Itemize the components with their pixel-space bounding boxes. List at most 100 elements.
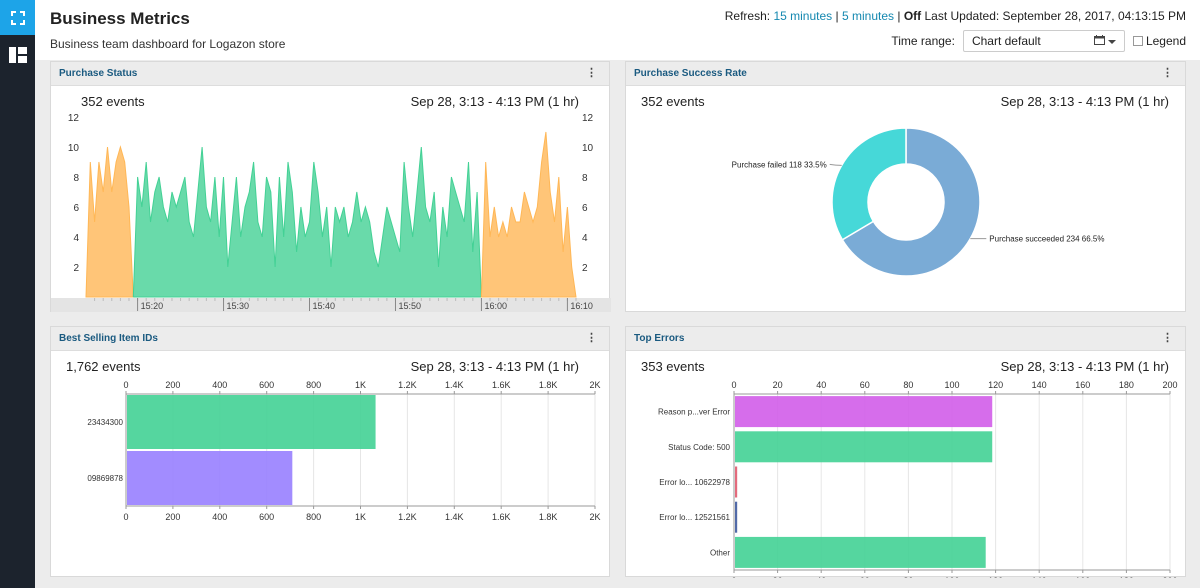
x-tick-label-bottom: 200 bbox=[1162, 576, 1177, 578]
panel-header: Purchase Status ⋮ bbox=[51, 62, 609, 86]
best-selling-items-panel: Best Selling Item IDs ⋮ 1,762 events Sep… bbox=[50, 326, 610, 577]
x-tick-label-bottom: 0 bbox=[123, 512, 128, 522]
y-tick-label-left: 12 bbox=[68, 113, 80, 124]
bar-3 bbox=[735, 501, 738, 533]
x-tick-label-bottom: 80 bbox=[903, 576, 913, 578]
purchase-success-rate-chart: Purchase succeeded 234 66.5% Purchase fai… bbox=[732, 127, 1105, 277]
x-tick-label-top: 200 bbox=[165, 380, 180, 390]
x-tick-label-top: 200 bbox=[1162, 380, 1177, 390]
x-tick-label-top: 2K bbox=[589, 380, 600, 390]
dashboard-icon bbox=[8, 47, 27, 63]
refresh-off-option[interactable]: Off bbox=[903, 9, 922, 23]
x-tick-label: 15:50 bbox=[398, 301, 421, 311]
time-range-controls: Time range: Chart default Legend bbox=[891, 30, 1186, 52]
x-tick-label-top: 1.4K bbox=[445, 380, 464, 390]
panel-title: Purchase Status bbox=[59, 68, 138, 79]
time-range-text: Sep 28, 3:13 - 4:13 PM (1 hr) bbox=[410, 359, 579, 374]
x-tick-label-top: 800 bbox=[306, 380, 321, 390]
category-label: Status Code: 500 bbox=[668, 443, 730, 452]
refresh-15-link[interactable]: 15 minutes bbox=[773, 9, 833, 23]
y-tick-label-right: 12 bbox=[582, 113, 594, 124]
event-count: 352 events bbox=[81, 94, 145, 109]
refresh-5-link[interactable]: 5 minutes bbox=[841, 9, 894, 23]
time-range-label: Time range: bbox=[891, 34, 955, 48]
refresh-controls: Refresh: 15 minutes | 5 minutes | Off La… bbox=[725, 9, 1186, 23]
x-tick-label-top: 140 bbox=[1032, 380, 1047, 390]
fullscreen-icon bbox=[10, 10, 25, 25]
time-range-text: Sep 28, 3:13 - 4:13 PM (1 hr) bbox=[1000, 359, 1169, 374]
dashboard-header: Business Metrics Business team dashboard… bbox=[35, 0, 1200, 60]
time-range-text: Sep 28, 3:13 - 4:13 PM (1 hr) bbox=[1000, 94, 1169, 109]
pie-slice-label: Purchase failed 118 33.5% bbox=[732, 160, 827, 169]
pie-slice-0 bbox=[841, 127, 981, 277]
time-range-select[interactable]: Chart default bbox=[962, 30, 1125, 52]
refresh-separator: | bbox=[897, 9, 901, 23]
purchase-success-rate-panel: Purchase Success Rate ⋮ 352 events Sep 2… bbox=[625, 61, 1186, 312]
dashboard-menu-button[interactable] bbox=[0, 35, 35, 75]
bar-1 bbox=[735, 431, 993, 463]
bar-0 bbox=[735, 396, 993, 428]
x-tick-label-top: 180 bbox=[1119, 380, 1134, 390]
y-tick-label-right: 2 bbox=[582, 263, 588, 274]
x-tick-label-bottom: 0 bbox=[731, 576, 736, 578]
x-tick-label-top: 100 bbox=[944, 380, 959, 390]
panel-menu-button[interactable]: ⋮ bbox=[1162, 67, 1173, 79]
x-tick-label-top: 1.2K bbox=[398, 380, 417, 390]
event-count: 353 events bbox=[641, 359, 705, 374]
category-label: Error lo... 10622978 bbox=[659, 478, 730, 487]
y-tick-label-left: 2 bbox=[73, 263, 79, 274]
page-subtitle: Business team dashboard for Logazon stor… bbox=[50, 37, 286, 51]
best-selling-items-chart: 0 0 200 200 400 400 600 600 800 800 1K 1K 1.2K 1.2K 1.… bbox=[87, 380, 600, 522]
x-tick-label: 16:00 bbox=[484, 301, 507, 311]
legend-label: Legend bbox=[1145, 34, 1186, 48]
x-tick-label: 16:10 bbox=[570, 301, 593, 311]
category-label: Error lo... 12521561 bbox=[659, 513, 730, 522]
pie-slice-1 bbox=[831, 127, 907, 241]
legend-checkbox[interactable] bbox=[1132, 36, 1143, 46]
x-tick-label-bottom: 40 bbox=[816, 576, 826, 578]
bar-2 bbox=[735, 466, 738, 498]
x-tick-label-top: 20 bbox=[773, 380, 783, 390]
x-tick-label-top: 400 bbox=[212, 380, 227, 390]
top-errors-chart: 0 0 20 20 40 40 60 60 80 80 100 100 120 120 140 140 160 1… bbox=[658, 380, 1178, 578]
category-label: 09869878 bbox=[87, 474, 123, 483]
x-tick-label-bottom: 1.6K bbox=[492, 512, 511, 522]
panel-menu-button[interactable]: ⋮ bbox=[1162, 332, 1173, 344]
category-label: Other bbox=[710, 548, 730, 557]
panel-header: Top Errors ⋮ bbox=[626, 327, 1185, 351]
x-tick-label: 15:40 bbox=[313, 301, 336, 311]
legend-toggle[interactable]: Legend bbox=[1132, 34, 1186, 48]
panel-title: Best Selling Item IDs bbox=[59, 333, 158, 344]
x-tick-label-bottom: 400 bbox=[212, 512, 227, 522]
x-tick-label-bottom: 200 bbox=[165, 512, 180, 522]
area-series-1 bbox=[132, 146, 482, 298]
x-tick-label-top: 60 bbox=[860, 380, 870, 390]
y-tick-label-left: 8 bbox=[73, 173, 79, 184]
chevron-down-icon bbox=[1107, 39, 1116, 44]
x-tick-label-bottom: 1.4K bbox=[445, 512, 464, 522]
y-tick-label-left: 10 bbox=[68, 143, 80, 154]
y-tick-label-right: 8 bbox=[582, 173, 588, 184]
calendar-icon bbox=[1094, 34, 1106, 45]
x-tick-label-bottom: 20 bbox=[773, 576, 783, 578]
x-tick-label-bottom: 1.8K bbox=[539, 512, 558, 522]
area-series-0 bbox=[85, 145, 138, 298]
x-tick-label-bottom: 100 bbox=[944, 576, 959, 578]
x-tick-label-bottom: 160 bbox=[1075, 576, 1090, 578]
area-series-2 bbox=[480, 131, 577, 298]
fullscreen-button[interactable] bbox=[0, 0, 35, 35]
x-tick-label-top: 120 bbox=[988, 380, 1003, 390]
panel-header: Best Selling Item IDs ⋮ bbox=[51, 327, 609, 351]
x-tick-label-top: 600 bbox=[259, 380, 274, 390]
y-tick-label-left: 6 bbox=[73, 203, 79, 214]
panel-menu-button[interactable]: ⋮ bbox=[586, 332, 597, 344]
pie-leader-line bbox=[829, 163, 842, 166]
y-tick-label-right: 10 bbox=[582, 143, 594, 154]
panel-menu-button[interactable]: ⋮ bbox=[586, 67, 597, 79]
x-tick-label: 15:30 bbox=[227, 301, 250, 311]
x-tick-label-bottom: 120 bbox=[988, 576, 1003, 578]
x-tick-label-top: 0 bbox=[123, 380, 128, 390]
y-tick-label-right: 6 bbox=[582, 203, 588, 214]
x-tick-label-top: 1.8K bbox=[539, 380, 558, 390]
x-tick-label-bottom: 180 bbox=[1119, 576, 1134, 578]
